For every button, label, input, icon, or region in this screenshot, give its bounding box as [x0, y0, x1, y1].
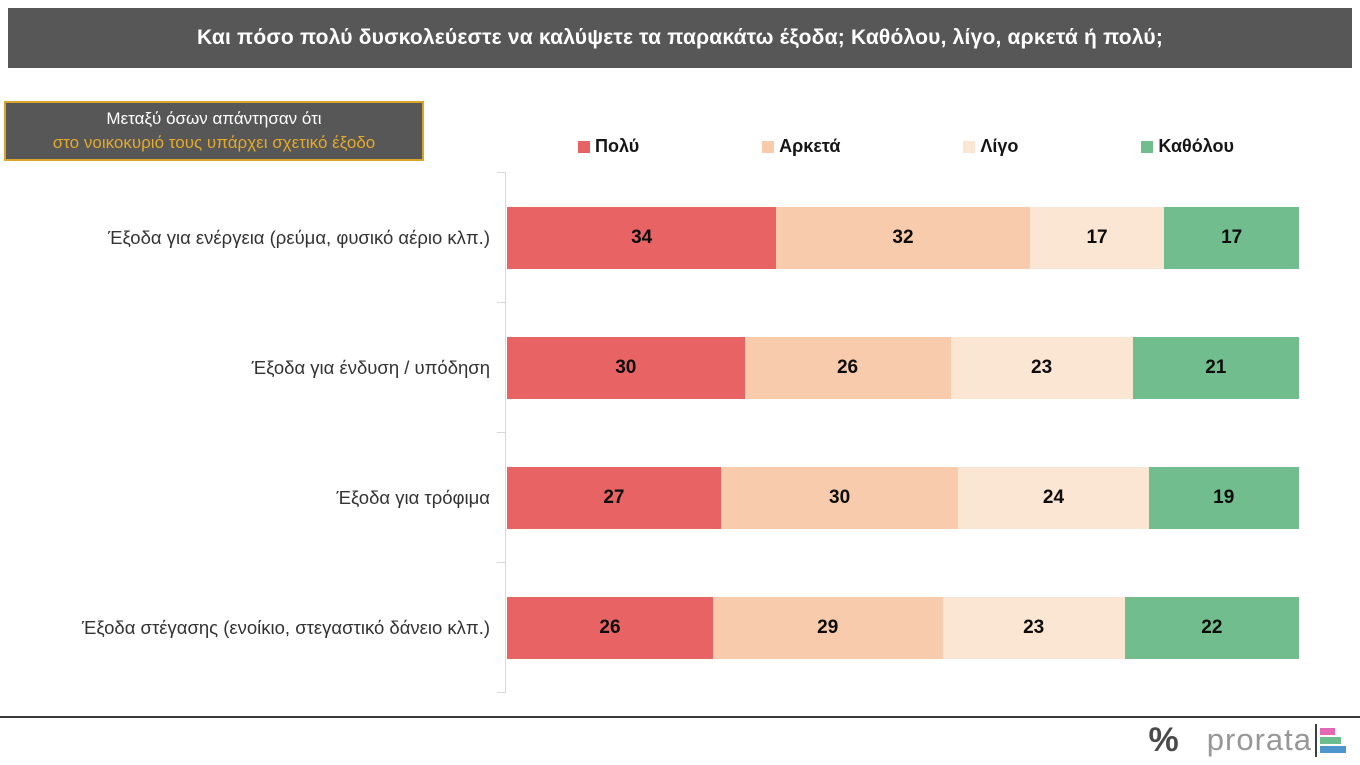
legend-item-1: Αρκετά [762, 136, 840, 157]
legend-label: Καθόλου [1158, 136, 1234, 156]
bar-segment-αρκετά: 26 [744, 337, 951, 399]
legend-label: Πολύ [595, 136, 640, 156]
category-label: Έξοδα στέγασης (ενοίκιο, στεγαστικό δάνε… [81, 617, 490, 638]
category-label: Έξοδα για ένδυση / υπόδηση [251, 357, 490, 378]
y-axis-tick [497, 172, 505, 173]
footer-divider [0, 716, 1360, 718]
bar-segment-αρκετά: 30 [720, 467, 959, 529]
legend-swatch-icon [578, 140, 590, 153]
bar-segment-λίγο: 23 [950, 337, 1133, 399]
legend-swatch-icon [963, 140, 976, 153]
y-axis-tick [497, 432, 505, 433]
bar-row: 34 32 17 17 [507, 207, 1299, 269]
bar-segment-πολύ: 26 [507, 597, 713, 659]
prorata-logo: prorata [1207, 722, 1346, 758]
logo-bar [1320, 745, 1346, 753]
y-axis-tick [497, 562, 505, 563]
logo-bar [1320, 736, 1341, 744]
bar-segment-λίγο: 24 [958, 467, 1149, 529]
legend-label: Αρκετά [779, 136, 841, 156]
bar-segment-πολύ: 34 [507, 207, 777, 269]
bar-segment-αρκετά: 32 [776, 207, 1030, 269]
bar-chart-logo-icon [1315, 723, 1346, 757]
legend-item-0: Πολύ [578, 136, 639, 157]
bar-segment-αρκετά: 29 [712, 597, 943, 659]
annotation-line-1: Μεταξύ όσων απάντησαν ότι [106, 109, 322, 129]
legend-label: Λίγο [980, 136, 1019, 156]
bar-row: 26 29 23 22 [507, 597, 1299, 659]
category-label: Έξοδα για τρόφιμα [336, 487, 491, 508]
bar-row: 27 30 24 19 [507, 467, 1299, 529]
bar-segment-λίγο: 17 [1029, 207, 1165, 269]
legend-swatch-icon [762, 140, 775, 153]
bar-segment-καθόλου: 22 [1124, 597, 1299, 659]
bar-segment-καθόλου: 21 [1132, 337, 1299, 399]
category-label: Έξοδα για ενέργεια (ρεύμα, φυσικό αέριο … [108, 227, 490, 248]
footer-brand: % prorata [1149, 720, 1346, 760]
legend-swatch-icon [1141, 140, 1154, 153]
bar-segment-καθόλου: 19 [1148, 467, 1299, 529]
legend-item-2: Λίγο [963, 136, 1018, 157]
legend-item-3: Καθόλου [1141, 136, 1234, 157]
bar-segment-πολύ: 27 [507, 467, 721, 529]
page-title: Και πόσο πολύ δυσκολεύεστε να καλύψετε τ… [8, 8, 1352, 68]
bar-row: 30 26 23 21 [507, 337, 1299, 399]
bar-segment-καθόλου: 17 [1164, 207, 1299, 269]
y-axis-tick [497, 692, 505, 693]
bar-segment-λίγο: 23 [942, 597, 1125, 659]
chart-legend: Πολύ Αρκετά Λίγο Καθόλου [578, 136, 1234, 157]
y-axis-tick [497, 302, 505, 303]
bar-segment-πολύ: 30 [507, 337, 745, 399]
percent-logo-icon: % [1148, 720, 1179, 759]
annotation-box: Μεταξύ όσων απάντησαν ότι στο νοικοκυριό… [4, 101, 424, 161]
y-axis-line [505, 172, 506, 693]
prorata-wordmark: prorata [1206, 722, 1312, 757]
logo-bar [1320, 727, 1335, 735]
annotation-line-2: στο νοικοκυριό τους υπάρχει σχετικό έξοδ… [52, 133, 376, 152]
